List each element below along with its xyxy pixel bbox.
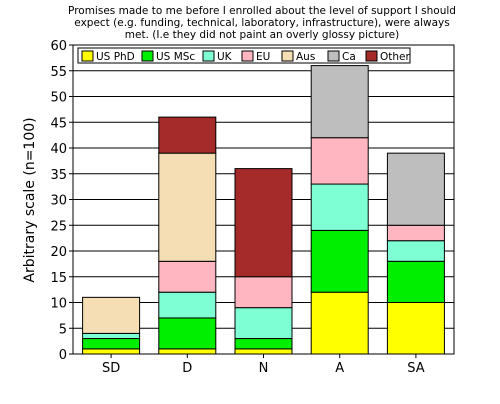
y-tick-label-2: 10 [50, 297, 67, 312]
bar-sa-us-msc [386, 260, 445, 303]
legend-label-uk: UK [217, 51, 233, 63]
legend-swatch-eu [241, 50, 254, 62]
chart-title-line-2: expect (e.g. funding, technical, laborat… [74, 17, 449, 29]
bar-n-uk [234, 307, 293, 340]
bar-sd-us-msc [82, 338, 141, 350]
bar-n-other [234, 168, 293, 278]
y-tick-label-11: 55 [50, 65, 67, 80]
bar-sd-uk [82, 332, 141, 340]
x-tick-label-d: D [182, 361, 192, 376]
y-tick-label-9: 45 [50, 116, 67, 131]
bar-n-eu [234, 276, 293, 309]
bar-d-us-msc [158, 317, 217, 350]
bar-d-us-phd [158, 348, 217, 355]
bar-a-uk [310, 183, 369, 231]
bar-sa-uk [386, 240, 445, 262]
x-tick-label-sd: SD [102, 361, 120, 376]
legend-swatch-us-msc [141, 50, 154, 62]
legend-swatch-uk [202, 50, 215, 62]
bar-n-us-phd [234, 348, 293, 355]
y-tick-label-10: 50 [50, 91, 67, 106]
legend-label-ca: Ca [342, 51, 356, 63]
x-tick-label-sa: SA [407, 361, 424, 376]
bar-d-aus [158, 152, 217, 262]
bar-d-uk [158, 291, 217, 319]
legend-swatch-other [365, 50, 378, 62]
bars [82, 65, 445, 355]
bar-a-us-phd [310, 291, 369, 355]
legend: US PhD US MSc UK EU Aus Ca Other [77, 47, 411, 64]
y-tick-label-6: 30 [50, 194, 67, 209]
bar-d-eu [158, 260, 217, 293]
legend-label-other: Other [380, 51, 410, 63]
y-tick-label-12: 60 [50, 39, 67, 54]
legend-swatch-aus [281, 50, 294, 62]
x-tick-labels: SD D N A SA [102, 354, 425, 376]
y-tick-label-7: 35 [50, 168, 67, 183]
bar-sa-ca [386, 152, 445, 226]
y-tick-label-5: 25 [50, 219, 67, 234]
y-tick-label-3: 15 [50, 271, 67, 286]
legend-label-eu: EU [256, 51, 270, 63]
y-axis-label: Arbitrary scale (n=100) [22, 117, 38, 282]
legend-swatch-ca [327, 50, 340, 62]
legend-label-us-msc: US MSc [156, 51, 195, 63]
legend-label-aus: Aus [296, 51, 315, 63]
bar-sd-aus [82, 296, 141, 334]
y-tick-label-4: 20 [50, 245, 67, 260]
y-tick-labels: 0 5 10 15 20 25 30 35 40 45 50 55 60 [50, 39, 73, 363]
legend-swatch-us-phd [81, 50, 94, 62]
chart-title-line-3: met. (I.e they did not paint an overly g… [125, 29, 399, 41]
bar-d-other [158, 116, 217, 154]
bar-sa-us-phd [386, 302, 445, 355]
bar-sa-eu [386, 224, 445, 242]
bar-sd-us-phd [82, 348, 141, 355]
y-tick-label-1: 5 [59, 322, 67, 337]
y-tick-label-8: 40 [50, 142, 67, 157]
x-tick-label-n: N [259, 361, 269, 376]
bar-a-eu [310, 137, 369, 185]
chart-title-line-1: Promises made to me before I enrolled ab… [68, 5, 456, 17]
bar-a-us-msc [310, 229, 369, 293]
y-tick-label-0: 0 [59, 348, 67, 363]
bar-n-us-msc [234, 338, 293, 350]
x-tick-label-a: A [335, 361, 344, 376]
chart-title: Promises made to me before I enrolled ab… [68, 5, 456, 41]
legend-label-us-phd: US PhD [96, 51, 135, 63]
bar-a-ca [310, 65, 369, 139]
